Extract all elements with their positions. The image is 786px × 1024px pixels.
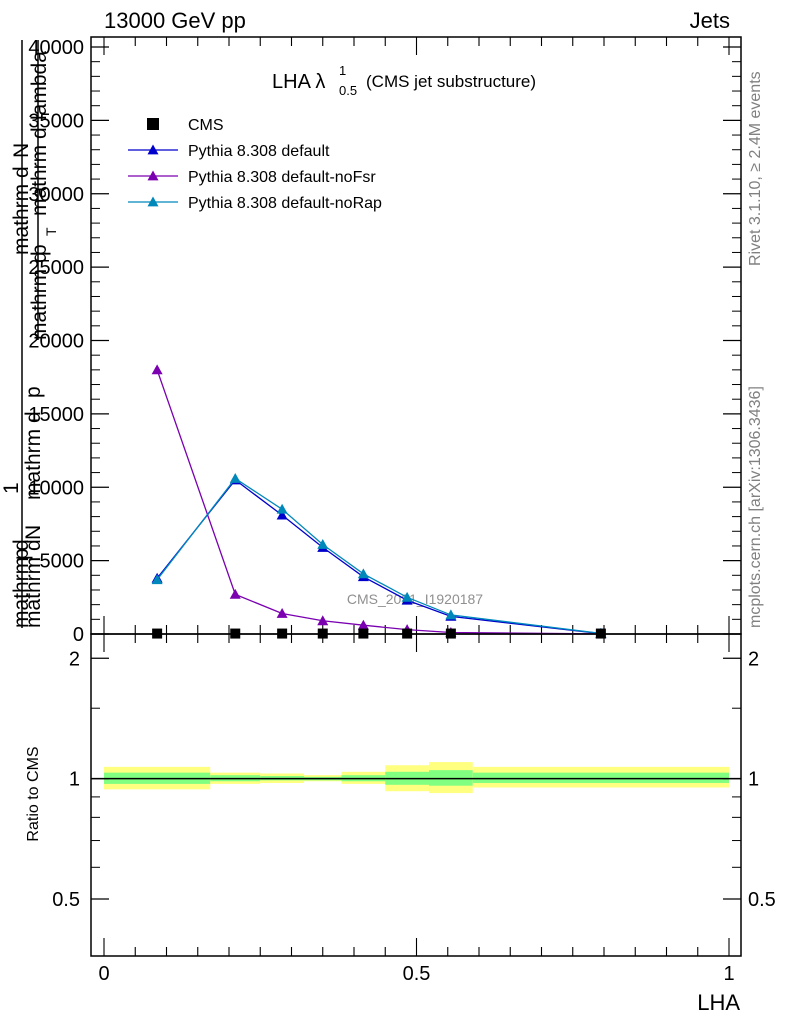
- ylabel-prefix-5: mathrm d: [10, 539, 33, 628]
- ylabel-pt-sub: T: [43, 227, 59, 236]
- ratio-x-tick-label: 0: [98, 963, 109, 985]
- main-y-tick-label: 15000: [28, 404, 84, 426]
- mcplots-label: mcplots.cern.ch [arXiv:1306.3436]: [747, 386, 764, 628]
- ratio-band-inner: [472, 772, 729, 784]
- ylabel-denominator-4: lambda: [28, 51, 51, 120]
- ratio-x-tick-label: 0.5: [403, 963, 431, 985]
- ylabel-prefix-4: p: [22, 386, 45, 398]
- ratio-bands: [104, 762, 729, 794]
- main-y-tick-label: 5000: [40, 551, 85, 573]
- plot-title-sup: 1: [339, 63, 346, 78]
- legend-label-cms: CMS: [188, 117, 224, 134]
- legend-label-noRap: Pythia 8.308 default-noRap: [188, 195, 382, 212]
- series-point-default: [276, 509, 288, 520]
- series-point-noFsr: [151, 364, 163, 375]
- main-y-tick-label: 0: [73, 624, 84, 646]
- ratio-ylabel: Ratio to CMS: [25, 746, 42, 841]
- plot-title-sub: 0.5: [339, 83, 357, 98]
- ratio-y-tick-label: 2: [69, 648, 80, 670]
- legend-marker-default: [147, 144, 159, 155]
- legend-marker-cms: [147, 118, 159, 130]
- series-point-noRap: [357, 568, 369, 579]
- ratio-y-tick-label-right: 1: [748, 769, 759, 791]
- series-point-noFsr: [276, 607, 288, 618]
- plot-title: LHA λ 1 0.5 (CMS jet substructure): [272, 63, 536, 98]
- main-y-tick-label: 25000: [28, 257, 84, 279]
- series-point-noRap: [317, 538, 329, 549]
- main-x-ticks: [103, 37, 730, 634]
- header-right: Jets: [690, 8, 730, 33]
- series-point-noFsr: [229, 588, 241, 599]
- legend-label-default: Pythia 8.308 default: [188, 143, 330, 160]
- ratio-x-axis: 0 0.5 1: [98, 634, 735, 985]
- series-point-noFsr: [357, 619, 369, 630]
- main-y-tick-label: 35000: [28, 110, 84, 132]
- series-line-noFsr: [156, 369, 601, 635]
- rivet-label: Rivet 3.1.10, ≥ 2.4M events: [747, 71, 764, 266]
- ratio-plot-frame: [90, 633, 742, 957]
- ylabel-denominator-3: mathrm d: [28, 127, 51, 216]
- main-y-tick-label: 30000: [28, 184, 84, 206]
- series-point-noRap: [151, 574, 163, 585]
- x-axis-label: LHA: [697, 990, 740, 1015]
- series-point-noRap: [229, 472, 241, 483]
- ylabel-one: 1: [0, 482, 23, 494]
- series-point-noRap: [401, 591, 413, 602]
- series-point-noFsr: [317, 615, 329, 626]
- series-line-default: [156, 479, 601, 635]
- legend-label-noFsr: Pythia 8.308 default-noFsr: [188, 169, 376, 186]
- plot-title-main: LHA λ: [272, 71, 325, 93]
- ylabel-prefix-3: mathrm d: [22, 411, 45, 500]
- series-point-noRap: [276, 503, 288, 514]
- ratio-y-tick-label: 0.5: [52, 889, 80, 911]
- header-left: 13000 GeV pp: [104, 8, 246, 33]
- ratio-y-axis: 0.5 0.5 1 1 2 2: [52, 648, 776, 911]
- legend-marker-noFsr: [147, 170, 159, 181]
- ratio-y-tick-label-right: 2: [748, 648, 759, 670]
- ylabel-prefix-1: mathrm d: [22, 539, 45, 628]
- series-line-noRap: [156, 477, 601, 635]
- ratio-y-tick-label: 1: [69, 769, 80, 791]
- ylabel-prefix-6: p: [10, 548, 33, 560]
- ratio-x-tick-label: 1: [723, 963, 734, 985]
- watermark: CMS_2021_I1920187: [347, 591, 483, 607]
- main-y-tick-label: 20000: [28, 331, 84, 353]
- main-y-tick-label: 40000: [28, 37, 84, 59]
- main-y-axis: 0 5000 10000 15000 20000 25000 30000 35000 40000: [28, 37, 741, 646]
- ylabel-denominator-1: mathrm d: [28, 251, 51, 340]
- legend: CMS Pythia 8.308 default Pythia 8.308 defa…: [128, 117, 382, 212]
- plot-title-suffix: (CMS jet substructure): [366, 72, 536, 91]
- main-y-tick-label: 10000: [28, 477, 84, 499]
- legend-marker-noRap: [147, 196, 159, 207]
- ratio-y-tick-label-right: 0.5: [748, 889, 776, 911]
- main-ylabel: mathrm d N mathrm d p mathrm d lambda T …: [0, 40, 59, 628]
- ylabel-prefix-2: N: [22, 525, 45, 540]
- series-point-noRap: [445, 609, 457, 620]
- ylabel-denominator-2: p: [28, 244, 51, 256]
